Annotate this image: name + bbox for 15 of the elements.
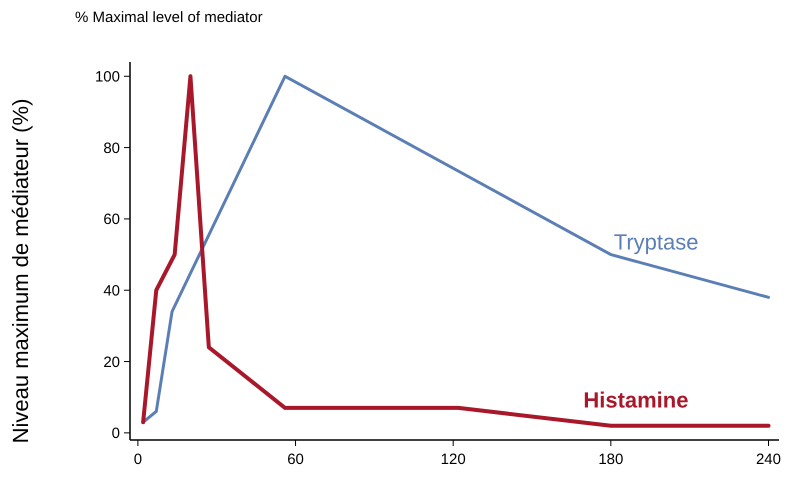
chart-title: % Maximal level of mediator bbox=[75, 9, 263, 26]
x-tick-label: 0 bbox=[134, 451, 142, 468]
series-label: Tryptase bbox=[614, 229, 698, 254]
x-tick-label: 240 bbox=[756, 451, 782, 468]
x-tick-label: 120 bbox=[440, 451, 466, 468]
y-tick-label: 40 bbox=[103, 282, 120, 300]
x-tick-label: 180 bbox=[598, 451, 624, 468]
y-tick-label: 100 bbox=[94, 68, 120, 86]
y-tick-label: 20 bbox=[103, 354, 120, 371]
y-tick-label: 80 bbox=[103, 140, 120, 157]
y-axis-title: Niveau maximum de médiateur (%) bbox=[8, 98, 33, 444]
y-tick-label: 0 bbox=[112, 425, 120, 442]
y-tick-label: 60 bbox=[103, 211, 120, 228]
x-tick-label: 60 bbox=[287, 451, 304, 468]
series-label: Histamine bbox=[583, 388, 688, 413]
